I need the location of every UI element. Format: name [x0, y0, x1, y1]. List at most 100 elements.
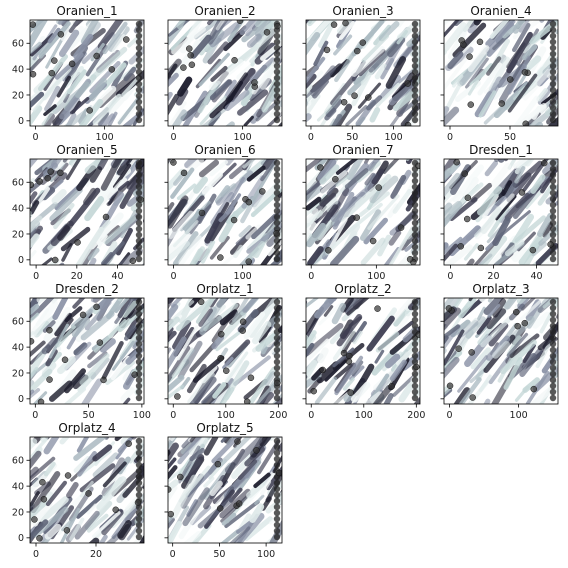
y-tick-label: 0: [18, 533, 24, 544]
marker-trail: [344, 298, 368, 315]
data-point: [36, 535, 43, 542]
marker-trail: [73, 33, 94, 59]
marker-trail: [507, 159, 517, 170]
marker-trail: [346, 159, 364, 181]
marker-trail: [458, 377, 482, 404]
marker-trail: [299, 442, 311, 463]
edge-marker: [411, 316, 419, 324]
x-tick-label: 0: [171, 132, 177, 143]
marker-trail: [483, 398, 491, 404]
marker-trail: [142, 218, 144, 224]
data-point: [513, 308, 520, 316]
marker-trail: [41, 257, 53, 265]
marker-trail: [280, 276, 297, 302]
edge-marker: [411, 304, 419, 312]
data-point: [46, 376, 53, 383]
marker-trail: [38, 21, 71, 59]
edge-marker: [273, 44, 281, 52]
marker-trail: [203, 476, 215, 488]
axes-frame: [167, 158, 283, 266]
marker-trail: [147, 165, 155, 179]
marker-trail: [302, 425, 327, 452]
data-point: [40, 496, 48, 503]
x-tick-label: 0: [447, 410, 453, 421]
marker-trail: [277, 324, 282, 333]
marker-trail: [260, 328, 282, 358]
marker-trail: [360, 237, 386, 265]
marker-trail: [275, 334, 282, 348]
data-point: [239, 318, 247, 326]
marker-trail: [492, 298, 507, 318]
x-tick-label: 40: [530, 271, 542, 282]
marker-trail: [444, 324, 461, 351]
marker-trail: [427, 392, 441, 413]
data-point: [375, 184, 382, 191]
marker-trail: [447, 51, 464, 70]
marker-trail: [30, 72, 33, 78]
marker-trail: [293, 459, 310, 483]
marker-trail: [43, 437, 60, 455]
edge-marker: [411, 171, 419, 179]
data-point: [187, 52, 194, 59]
marker-trail: [189, 447, 205, 462]
edge-marker: [273, 243, 281, 251]
marker-trail: [64, 368, 86, 394]
data-point: [93, 303, 100, 311]
marker-trail: [132, 437, 144, 451]
marker-trail: [168, 374, 185, 394]
marker-trail: [153, 270, 184, 300]
marker-trail: [444, 335, 449, 345]
marker-trail: [530, 174, 546, 194]
edge-marker: [135, 177, 143, 185]
panel-title: Orplatz_5: [196, 421, 253, 435]
marker-trail: [522, 68, 552, 101]
marker-trail: [444, 307, 461, 331]
marker-trail: [219, 387, 235, 404]
marker-trail: [275, 200, 282, 216]
y-tick-label: 20: [12, 507, 24, 518]
marker-trail: [6, 65, 12, 75]
marker-trail: [491, 162, 512, 187]
marker-trail: [209, 22, 240, 48]
marker-trail: [117, 96, 141, 125]
marker-trail: [135, 159, 144, 170]
marker-trail: [444, 324, 448, 332]
marker-trail: [203, 303, 239, 332]
marker-trail: [351, 46, 385, 77]
marker-trail: [295, 503, 314, 533]
marker-trail: [151, 159, 164, 175]
panel-title: Orplatz_3: [472, 282, 529, 296]
marker-trail: [562, 150, 568, 184]
marker-trail: [178, 235, 203, 265]
edge-marker: [273, 328, 281, 336]
marker-trail: [444, 202, 453, 217]
marker-trail: [512, 20, 526, 34]
marker-trail: [417, 301, 438, 319]
edge-marker: [273, 237, 281, 245]
marker-trail: [486, 308, 507, 330]
marker-trail: [178, 458, 192, 476]
y-tick-label: 60: [12, 456, 24, 467]
marker-trail: [39, 496, 69, 523]
marker-trail: [189, 342, 217, 373]
data-point: [102, 213, 110, 221]
marker-trail: [30, 340, 46, 358]
edge-marker: [135, 467, 143, 475]
marker-trail: [419, 17, 435, 33]
data-point: [445, 305, 453, 312]
marker-trail: [288, 354, 307, 382]
marker-trail: [0, 381, 14, 392]
marker-trail: [209, 160, 229, 177]
marker-trail: [101, 251, 114, 265]
marker-trail: [30, 347, 48, 381]
marker-trail: [149, 38, 170, 62]
data-point: [453, 159, 460, 166]
x-tick-label: 0: [447, 271, 453, 282]
marker-trail: [329, 235, 360, 265]
marker-trail: [288, 422, 301, 443]
edge-marker: [135, 352, 143, 360]
marker-trail: [157, 417, 169, 440]
marker-trail: [278, 383, 282, 392]
marker-trail: [209, 79, 232, 101]
marker-trail: [328, 118, 336, 126]
